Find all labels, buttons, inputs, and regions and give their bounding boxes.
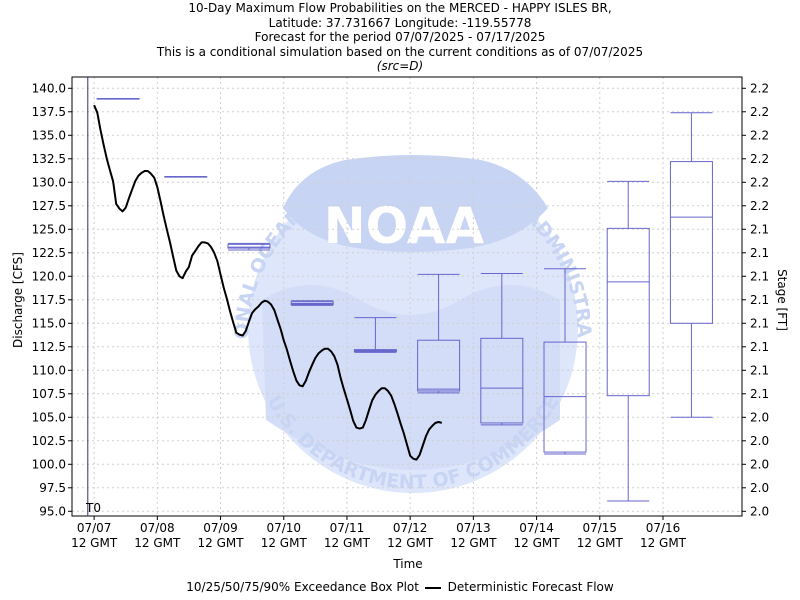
chart-legend: 10/25/50/75/90% Exceedance Box Plot Dete…: [0, 580, 800, 594]
box-iqr: [606, 227, 650, 397]
y2-tick-label: 2.1: [750, 293, 769, 307]
t0-label: T0: [85, 501, 101, 515]
x-tick-label-time: 12 GMT: [640, 536, 687, 550]
x-tick-label-date: 07/09: [203, 521, 238, 535]
x-tick-label-time: 12 GMT: [387, 536, 434, 550]
y2-tick-label: 2.0: [750, 434, 769, 448]
chart-source-note: (src=D): [376, 59, 424, 74]
chart-title-line1: 10-Day Maximum Flow Probabilities on the…: [188, 1, 612, 15]
x-tick-label-time: 12 GMT: [261, 536, 308, 550]
y-tick-label: 140.0: [32, 81, 66, 95]
box-plot: [480, 272, 524, 426]
y2-tick-label: 2.2: [750, 152, 769, 166]
box-iqr: [669, 161, 713, 324]
box-plots: [96, 98, 713, 502]
x-tick-label-time: 12 GMT: [197, 536, 244, 550]
y-tick-label: 105.0: [32, 410, 66, 424]
x-tick-label-date: 07/12: [393, 521, 428, 535]
chart-axes: [71, 76, 743, 517]
watermark-bird-shape: [283, 155, 548, 252]
y-tick-label: 110.0: [32, 363, 66, 377]
y-tick-label: 120.0: [32, 269, 66, 283]
box-iqr: [227, 243, 271, 249]
y-tick-label: 122.5: [32, 246, 66, 260]
box-plot: [606, 180, 650, 502]
y2-tick-label: 2.1: [750, 269, 769, 283]
box-plot: [96, 98, 140, 100]
x-tick-label-date: 07/10: [266, 521, 301, 535]
x-tick-label-date: 07/14: [519, 521, 554, 535]
x-tick-label-date: 07/11: [330, 521, 365, 535]
box-plot: [290, 300, 334, 306]
box-plot: [543, 268, 587, 455]
plot-frame: [71, 76, 743, 517]
deterministic-flow-group: [93, 104, 443, 461]
y2-tick-label: 2.0: [750, 457, 769, 471]
watermark-logo-text: NOAA: [324, 197, 485, 255]
y-tick-label: 112.5: [32, 340, 66, 354]
y2-tick-label: 2.1: [750, 363, 769, 377]
x-tick-label-time: 12 GMT: [450, 536, 497, 550]
x-tick-label-date: 07/07: [77, 521, 112, 535]
chart-title-line4: This is a conditional simulation based o…: [156, 44, 644, 59]
y-axis-label: Discharge [CFS]: [11, 252, 25, 348]
y2-tick-label: 2.1: [750, 246, 769, 260]
y2-tick-label: 2.2: [750, 128, 769, 142]
chart-title-line2: Latitude: 37.731667 Longitude: -119.5577…: [268, 15, 532, 30]
x-tick-label-time: 12 GMT: [71, 536, 118, 550]
y2-tick-label: 2.2: [750, 175, 769, 189]
box-plot: [164, 176, 208, 178]
legend-box-label: 10/25/50/75/90% Exceedance Box Plot: [186, 580, 419, 594]
x-tick-label-time: 12 GMT: [324, 536, 371, 550]
box-plot: [417, 273, 461, 394]
y2-axis-label: Stage [FT]: [775, 269, 789, 331]
y2-tick-label: 2.2: [750, 81, 769, 95]
noaa-watermark: NOAA NATIONAL OCEANIC AND ATMOSPHERIC AD…: [0, 0, 595, 494]
y-tick-label: 115.0: [32, 316, 66, 330]
y-tick-label: 127.5: [32, 199, 66, 213]
chart-grid: [72, 77, 742, 516]
x-axis-label: Time: [392, 557, 422, 571]
chart-ticks: 95.0 2.0 97.5 2.0 100.0 2.0 102.5 2.0 105.0 2.0 10…: [32, 81, 769, 550]
box-iqr: [417, 339, 461, 392]
y-tick-label: 137.5: [32, 105, 66, 119]
box-iqr: [480, 337, 524, 424]
y2-tick-label: 2.2: [750, 105, 769, 119]
x-tick-label-time: 12 GMT: [514, 536, 561, 550]
y2-tick-label: 2.0: [750, 504, 769, 518]
y2-tick-label: 2.1: [750, 316, 769, 330]
y-tick-label: 125.0: [32, 222, 66, 236]
y-tick-label: 117.5: [32, 293, 66, 307]
y-tick-label: 100.0: [32, 457, 66, 471]
y2-tick-label: 2.1: [750, 222, 769, 236]
legend-line-swatch: [424, 586, 441, 589]
y2-tick-label: 2.1: [750, 387, 769, 401]
y-tick-label: 135.0: [32, 128, 66, 142]
x-tick-label-date: 07/13: [456, 521, 491, 535]
y2-tick-label: 2.2: [750, 199, 769, 213]
deterministic-flow-line: [93, 104, 443, 461]
box-plot: [669, 112, 713, 418]
y-tick-label: 107.5: [32, 387, 66, 401]
chart-title-line3: Forecast for the period 07/07/2025 - 07/…: [254, 30, 546, 45]
box-plot: [227, 242, 271, 251]
y-tick-label: 97.5: [39, 481, 66, 495]
x-tick-label-date: 07/08: [140, 521, 175, 535]
y-tick-label: 130.0: [32, 175, 66, 189]
y2-tick-label: 2.0: [750, 481, 769, 495]
y-tick-label: 132.5: [32, 152, 66, 166]
legend-line-label: Deterministic Forecast Flow: [447, 580, 614, 594]
y2-tick-label: 2.0: [750, 410, 769, 424]
x-tick-label-date: 07/15: [582, 521, 617, 535]
x-tick-label-time: 12 GMT: [134, 536, 181, 550]
y2-tick-label: 2.1: [750, 340, 769, 354]
box-plot: [353, 317, 397, 353]
x-tick-label-time: 12 GMT: [577, 536, 624, 550]
x-tick-label-date: 07/16: [646, 521, 681, 535]
watermark-wave-shape: [262, 285, 560, 470]
y-tick-label: 102.5: [32, 434, 66, 448]
chart-title-block: 10-Day Maximum Flow Probabilities on the…: [0, 1, 800, 74]
y-tick-label: 95.0: [39, 504, 66, 518]
